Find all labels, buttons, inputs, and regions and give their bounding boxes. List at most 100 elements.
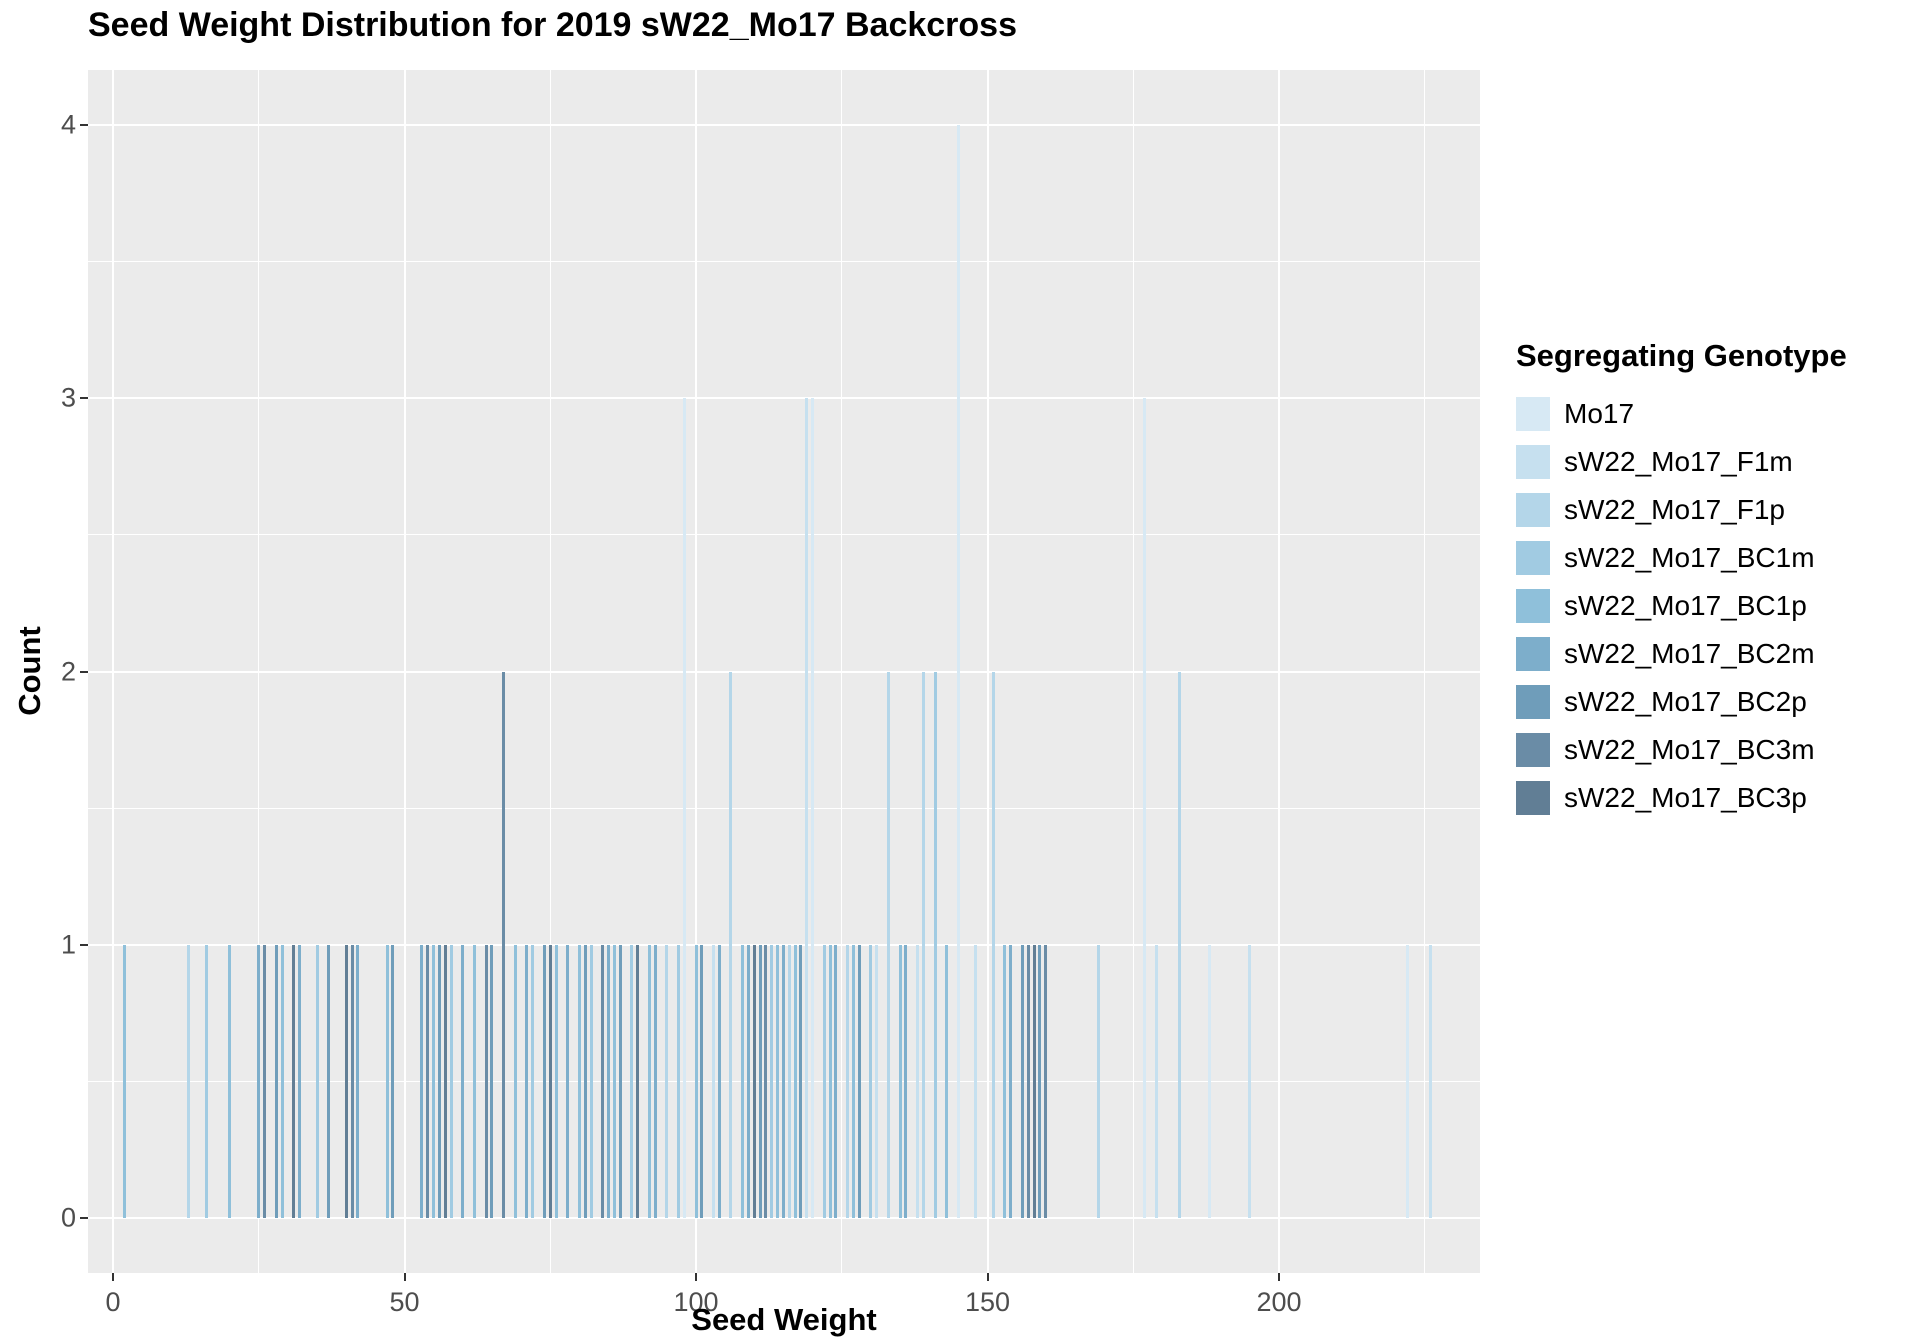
legend-item-label: sW22_Mo17_BC1m [1564,542,1815,573]
legend-item-label: sW22_Mo17_BC2m [1564,638,1815,669]
legend-swatch [1516,541,1550,575]
histogram-bar [502,671,506,1218]
histogram-bar [647,944,651,1218]
histogram-bar [490,944,494,1218]
histogram-bar [898,944,902,1218]
histogram-bar [350,944,354,1218]
histogram-bar [443,944,447,1218]
x-tick-label: 100 [673,1287,719,1317]
histogram-bar [449,944,453,1218]
histogram-bar [263,944,267,1218]
x-major-gridline [986,70,989,1273]
histogram-bar [1143,398,1147,1218]
legend-item-label: sW22_Mo17_F1m [1564,446,1793,477]
histogram-bar [123,944,127,1218]
histogram-bar [677,944,680,1218]
histogram-bar [682,398,686,1218]
y-major-gridline [88,124,1480,126]
histogram-bar [846,944,850,1218]
legend-title: Segregating Genotype [1516,338,1847,373]
histogram-bar [583,944,587,1218]
legend-item: sW22_Mo17_BC2m [1516,630,1847,678]
histogram-bar [630,944,634,1218]
histogram-bar [805,398,809,1218]
histogram-bar [228,944,232,1218]
y-minor-gridline [88,261,1480,263]
legend-swatch [1516,445,1550,479]
histogram-bar [1429,944,1433,1218]
histogram-bar [327,944,331,1218]
histogram-bar [1038,944,1042,1218]
histogram-bar [776,944,780,1218]
histogram-bar [1044,944,1048,1218]
histogram-bar [886,671,890,1218]
histogram-bar [1003,944,1007,1218]
y-tick-label: 1 [60,929,76,960]
legend: Segregating Genotype Mo17 sW22_Mo17_F1m sW… [1516,338,1847,822]
histogram-bar [274,944,278,1218]
histogram-bar [257,944,261,1218]
histogram-bar [461,944,465,1218]
histogram-bar [1032,944,1036,1218]
histogram-bar [921,671,925,1218]
legend-items: Mo17 sW22_Mo17_F1m sW22_Mo17_F1p sW22_Mo17_… [1516,390,1847,822]
histogram-bar [589,944,593,1218]
histogram-bar [420,944,424,1218]
legend-swatch [1516,493,1550,527]
histogram-bar [1207,944,1211,1218]
x-tick-label: 0 [105,1287,121,1317]
histogram-bar [437,944,441,1218]
histogram-bar [618,944,622,1218]
histogram-bar [653,944,657,1218]
histogram-bar [484,944,488,1218]
y-tick-label: 2 [60,656,76,686]
histogram-bar [601,944,605,1218]
histogram-bar [1178,671,1182,1218]
y-tick-label: 3 [60,382,76,413]
histogram-bar [758,944,762,1218]
histogram-bar [793,944,797,1218]
histogram-bar [292,944,296,1218]
histogram-bar [1026,944,1030,1218]
y-tick-mark [80,397,88,400]
legend-swatch [1516,637,1550,671]
histogram-bar [1405,944,1409,1218]
histogram-bar [426,944,430,1218]
histogram-bar [834,944,838,1218]
y-major-gridline [88,670,1480,673]
legend-swatch [1516,781,1550,815]
histogram-bar [391,944,395,1218]
histogram-bar [548,944,552,1218]
legend-item: sW22_Mo17_F1p [1516,486,1847,534]
legend-item-label: Mo17 [1564,398,1635,429]
histogram-bar [729,671,733,1218]
legend-item: sW22_Mo17_BC1m [1516,534,1847,582]
x-tick-mark [986,1273,989,1281]
histogram-bar [916,944,920,1218]
histogram-bar [770,944,774,1218]
x-major-gridline [112,70,114,1273]
histogram-bar [472,944,476,1218]
histogram-bar [315,944,319,1218]
histogram-bar [204,944,208,1218]
histogram-bar [1009,944,1013,1218]
histogram-bar [1155,944,1159,1218]
histogram-bar [828,944,832,1218]
x-tick-label: 150 [964,1287,1011,1317]
histogram-bar [432,944,436,1218]
y-minor-gridline [88,534,1480,536]
histogram-bar [781,944,785,1218]
y-major-gridline [88,1217,1480,1219]
histogram-bar [1020,944,1024,1218]
histogram-bar [787,944,791,1218]
histogram-bar [956,125,960,1218]
y-tick-label: 4 [60,109,76,140]
histogram-bar [851,944,855,1218]
histogram-bar [933,671,937,1218]
histogram-bar [1248,944,1252,1218]
histogram-bar [525,944,529,1218]
histogram-bar [764,944,768,1218]
histogram-bar [344,944,348,1218]
legend-item: sW22_Mo17_BC2p [1516,678,1847,726]
x-major-gridline [403,70,406,1273]
